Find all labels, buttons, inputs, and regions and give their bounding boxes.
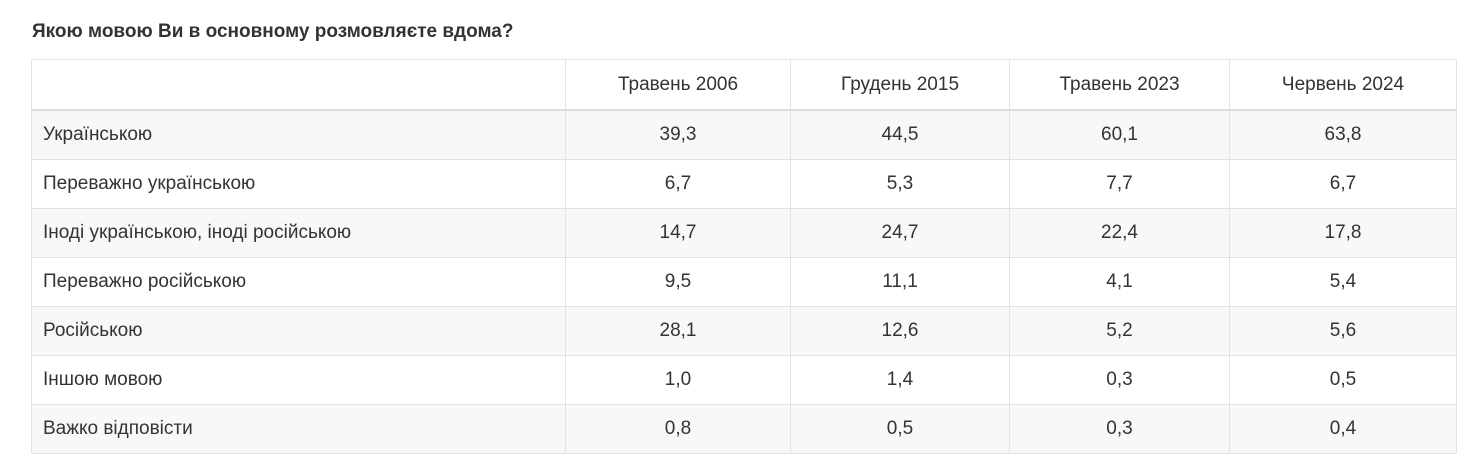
table-cell: 17,8	[1229, 208, 1457, 258]
table-cell: 4,1	[1009, 257, 1230, 307]
row-label: Російською	[31, 306, 566, 356]
table-cell: 7,7	[1009, 159, 1230, 209]
table-cell: 0,3	[1009, 404, 1230, 454]
header-cell-dec-2015: Грудень 2015	[790, 59, 1010, 111]
table-body: Українською 39,3 44,5 60,1 63,8 Переважн…	[31, 109, 1457, 454]
row-label: Важко відповісти	[31, 404, 566, 454]
table-cell: 12,6	[790, 306, 1010, 356]
table-row: Важко відповісти 0,8 0,5 0,3 0,4	[31, 404, 1457, 454]
row-label: Іноді українською, іноді російською	[31, 208, 566, 258]
table-cell: 14,7	[565, 208, 791, 258]
table-cell: 44,5	[790, 109, 1010, 160]
table-cell: 5,3	[790, 159, 1010, 209]
table-row: Переважно російською 9,5 11,1 4,1 5,4	[31, 257, 1457, 307]
survey-table: Травень 2006 Грудень 2015 Травень 2023 Ч…	[31, 59, 1457, 454]
table-cell: 1,4	[790, 355, 1010, 405]
table-cell: 9,5	[565, 257, 791, 307]
table-row: Іноді українською, іноді російською 14,7…	[31, 208, 1457, 258]
table-row: Іншою мовою 1,0 1,4 0,3 0,5	[31, 355, 1457, 405]
table-cell: 6,7	[565, 159, 791, 209]
row-label: Переважно українською	[31, 159, 566, 209]
table-cell: 11,1	[790, 257, 1010, 307]
table-header: Травень 2006 Грудень 2015 Травень 2023 Ч…	[31, 59, 1457, 111]
table-row: Переважно українською 6,7 5,3 7,7 6,7	[31, 159, 1457, 209]
table-cell: 39,3	[565, 109, 791, 160]
header-cell-empty	[31, 59, 566, 111]
table-cell: 0,5	[1229, 355, 1457, 405]
table-cell: 60,1	[1009, 109, 1230, 160]
header-cell-may-2023: Травень 2023	[1009, 59, 1230, 111]
table-row: Російською 28,1 12,6 5,2 5,6	[31, 306, 1457, 356]
table-cell: 0,8	[565, 404, 791, 454]
table-row: Українською 39,3 44,5 60,1 63,8	[31, 109, 1457, 160]
table-cell: 63,8	[1229, 109, 1457, 160]
table-cell: 5,2	[1009, 306, 1230, 356]
table-cell: 28,1	[565, 306, 791, 356]
table-cell: 0,5	[790, 404, 1010, 454]
table-cell: 0,4	[1229, 404, 1457, 454]
row-label: Українською	[31, 109, 566, 160]
table-cell: 6,7	[1229, 159, 1457, 209]
header-cell-jun-2024: Червень 2024	[1229, 59, 1457, 111]
table-cell: 22,4	[1009, 208, 1230, 258]
header-row: Травень 2006 Грудень 2015 Травень 2023 Ч…	[31, 59, 1457, 111]
table-cell: 1,0	[565, 355, 791, 405]
table-cell: 24,7	[790, 208, 1010, 258]
table-title: Якою мовою Ви в основному розмовляєте вд…	[32, 21, 514, 42]
row-label: Переважно російською	[31, 257, 566, 307]
header-cell-may-2006: Травень 2006	[565, 59, 791, 111]
table-cell: 5,4	[1229, 257, 1457, 307]
table-cell: 5,6	[1229, 306, 1457, 356]
table-cell: 0,3	[1009, 355, 1230, 405]
row-label: Іншою мовою	[31, 355, 566, 405]
